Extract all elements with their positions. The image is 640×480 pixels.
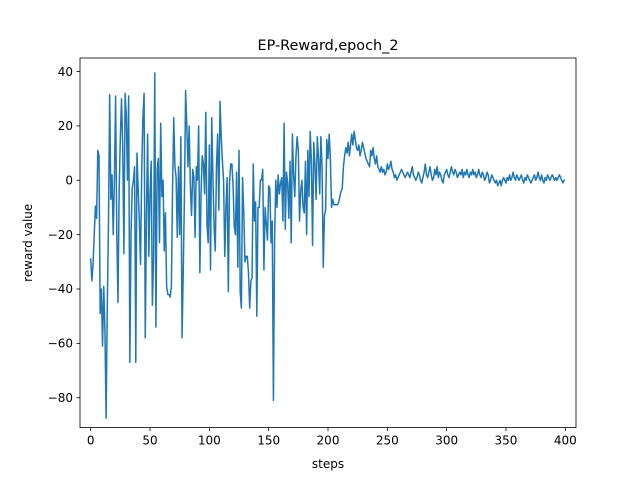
x-tick-label: 50 (142, 434, 157, 448)
y-tick-label: −80 (48, 391, 73, 405)
y-tick-label: −40 (48, 282, 73, 296)
y-tick-label: −20 (48, 228, 73, 242)
y-tick-label: −60 (48, 337, 73, 351)
y-tick-label: 40 (58, 65, 73, 79)
x-axis-label: steps (312, 457, 344, 471)
x-tick-label: 200 (317, 434, 340, 448)
y-tick-label: 20 (58, 119, 73, 133)
x-tick-label: 350 (495, 434, 518, 448)
x-tick-label: 400 (554, 434, 577, 448)
y-tick-label: 0 (65, 173, 73, 187)
x-tick-label: 300 (435, 434, 458, 448)
y-axis-label: reward value (21, 204, 35, 282)
x-tick-label: 250 (376, 434, 399, 448)
x-tick-label: 0 (87, 434, 95, 448)
x-tick-label: 100 (198, 434, 221, 448)
x-tick-label: 150 (257, 434, 280, 448)
chart-title: EP-Reward,epoch_2 (258, 38, 399, 54)
